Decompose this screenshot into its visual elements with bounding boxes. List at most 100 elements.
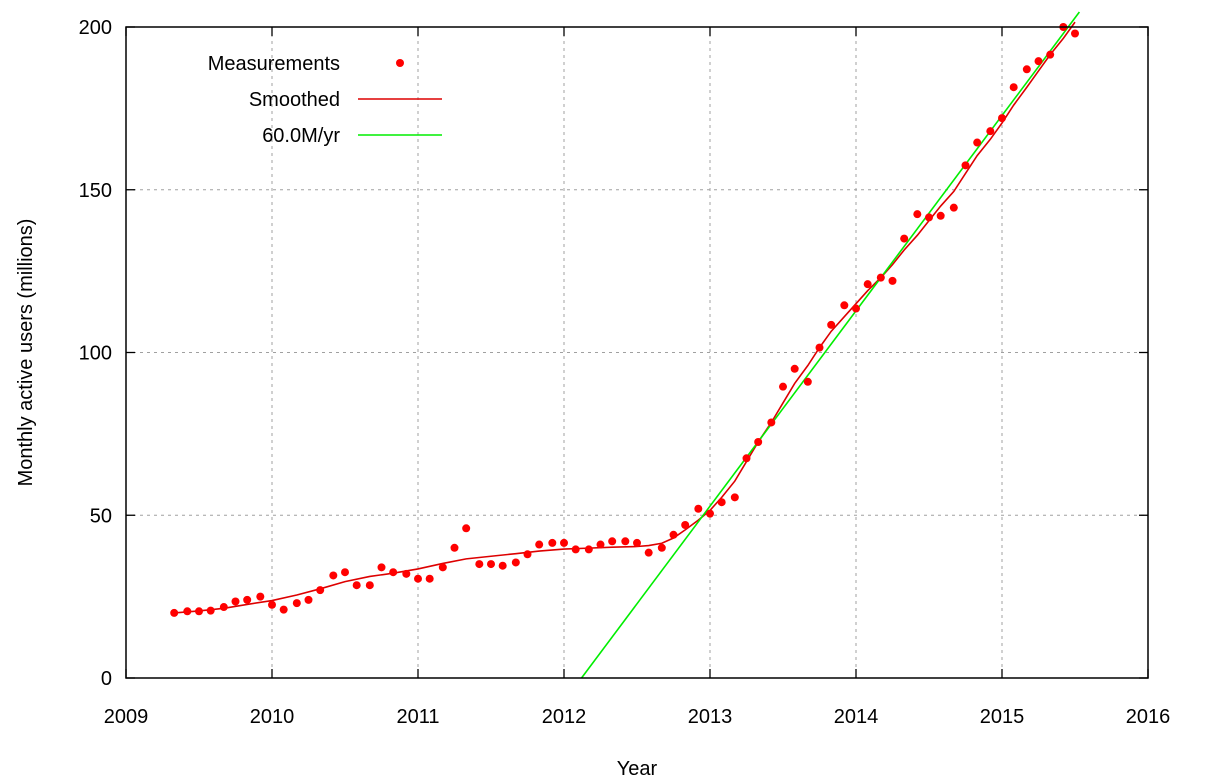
data-point bbox=[195, 607, 203, 616]
data-point bbox=[462, 524, 471, 533]
data-point bbox=[633, 538, 641, 547]
data-point bbox=[243, 595, 252, 604]
data-point bbox=[329, 571, 338, 580]
series-line-1 bbox=[174, 21, 1076, 614]
data-point bbox=[219, 603, 228, 612]
data-point bbox=[571, 545, 580, 554]
x-tick-label: 2010 bbox=[250, 706, 295, 728]
data-point bbox=[1034, 57, 1043, 66]
data-point bbox=[389, 568, 398, 577]
legend-keys bbox=[358, 59, 442, 136]
data-point bbox=[1071, 29, 1079, 38]
y-tick-label: 200 bbox=[79, 17, 112, 39]
x-tick-label: 2014 bbox=[834, 706, 879, 728]
data-point bbox=[548, 538, 557, 547]
data-point bbox=[863, 280, 872, 289]
y-tick-label: 0 bbox=[101, 668, 112, 690]
grid bbox=[126, 27, 1148, 678]
data-point bbox=[742, 454, 751, 463]
data-point bbox=[803, 377, 812, 386]
data-point bbox=[475, 560, 484, 569]
data-point bbox=[1009, 83, 1018, 92]
plot-frame bbox=[125, 26, 1149, 679]
data-point bbox=[1022, 65, 1031, 74]
data-point bbox=[815, 343, 824, 352]
data-point bbox=[986, 127, 995, 136]
data-point bbox=[717, 498, 726, 507]
legend-label-smoothed: Smoothed bbox=[249, 89, 340, 111]
data-point bbox=[961, 161, 970, 170]
data-point bbox=[487, 560, 495, 569]
data-point bbox=[231, 597, 240, 606]
data-point bbox=[535, 540, 544, 549]
legend: Measurements Smoothed 60.0M/yr bbox=[208, 53, 442, 147]
data-point bbox=[438, 563, 447, 572]
data-point bbox=[365, 581, 374, 590]
data-point bbox=[621, 537, 630, 546]
data-point bbox=[183, 607, 192, 616]
data-point bbox=[827, 320, 836, 329]
data-point bbox=[949, 203, 958, 212]
data-point bbox=[669, 530, 678, 539]
legend-label-measurements: Measurements bbox=[208, 53, 340, 75]
x-tick-label: 2016 bbox=[1126, 706, 1171, 728]
data-point bbox=[706, 509, 714, 518]
y-tick-label: 150 bbox=[79, 180, 112, 202]
data-point bbox=[292, 599, 301, 608]
data-point bbox=[256, 592, 265, 601]
data-point bbox=[341, 568, 349, 577]
data-point bbox=[450, 543, 459, 552]
legend-label-trend: 60.0M/yr bbox=[262, 125, 340, 147]
data-point bbox=[498, 561, 507, 570]
data-point bbox=[523, 550, 532, 559]
data-point bbox=[414, 574, 422, 583]
series-line-2 bbox=[580, 11, 1081, 679]
data-point bbox=[316, 586, 325, 595]
legend-key-point bbox=[396, 59, 404, 67]
data-point bbox=[779, 382, 787, 391]
data-point bbox=[1046, 50, 1055, 59]
data-point bbox=[973, 138, 982, 147]
data-point bbox=[402, 569, 411, 578]
data-point bbox=[657, 543, 666, 552]
data-point bbox=[888, 276, 897, 285]
data-point bbox=[560, 538, 568, 547]
data-point bbox=[913, 210, 922, 219]
data-point bbox=[681, 521, 690, 530]
series-lines bbox=[174, 11, 1081, 679]
x-tick-label: 2015 bbox=[980, 706, 1025, 728]
data-point bbox=[840, 301, 849, 310]
data-point bbox=[279, 605, 288, 614]
data-point bbox=[730, 493, 739, 502]
y-axis-title: Monthly active users (millions) bbox=[15, 219, 37, 487]
data-point bbox=[754, 438, 763, 447]
y-tick-label: 100 bbox=[79, 343, 112, 365]
data-point bbox=[170, 608, 179, 617]
data-point bbox=[790, 364, 799, 373]
data-point bbox=[925, 213, 933, 222]
x-axis-title: Year bbox=[617, 758, 658, 776]
x-tick-label: 2011 bbox=[396, 706, 439, 728]
data-point bbox=[268, 600, 276, 609]
x-tick-label: 2013 bbox=[688, 706, 733, 728]
data-point bbox=[304, 595, 313, 604]
data-point bbox=[377, 563, 386, 572]
data-point bbox=[584, 545, 593, 554]
data-point bbox=[206, 606, 215, 615]
x-tick-label: 2012 bbox=[542, 706, 587, 728]
data-point bbox=[511, 558, 520, 567]
data-point bbox=[644, 548, 653, 557]
data-point bbox=[998, 114, 1006, 123]
series-points bbox=[170, 23, 1079, 617]
y-tick-label: 50 bbox=[90, 505, 112, 527]
data-point bbox=[425, 574, 434, 583]
data-point bbox=[876, 273, 885, 282]
data-point bbox=[767, 418, 776, 427]
x-tick-label: 2009 bbox=[104, 706, 149, 728]
data-point bbox=[608, 537, 617, 546]
data-point bbox=[596, 540, 605, 549]
data-point bbox=[694, 504, 703, 513]
data-point bbox=[352, 581, 361, 590]
tick-labels: 2009 2010 2011 2012 2013 2014 2015 2016 0 50 100 15… bbox=[79, 17, 1171, 728]
